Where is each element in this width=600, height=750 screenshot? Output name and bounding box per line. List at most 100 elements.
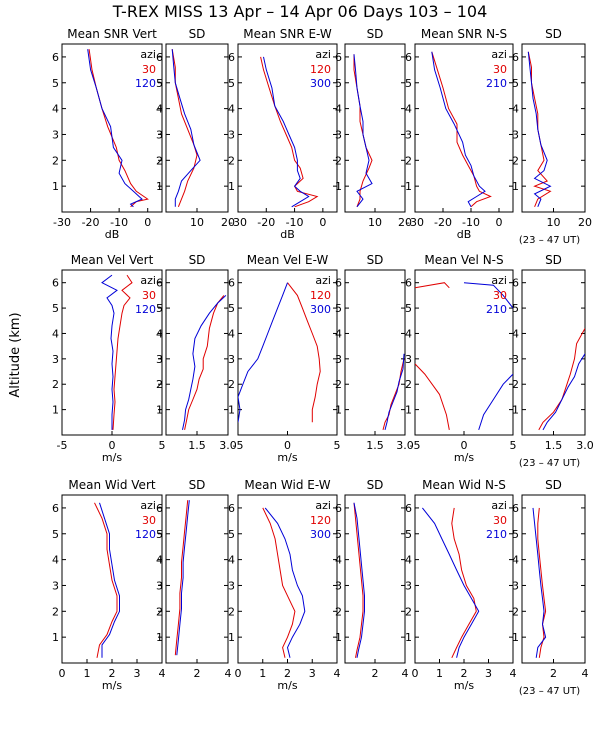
x-tick-label: -5 xyxy=(233,439,244,452)
series-line-210-blue xyxy=(422,507,480,658)
y-tick-label: 3 xyxy=(512,579,519,592)
x-tick-label: 5 xyxy=(510,439,517,452)
series-line-120-red xyxy=(287,282,321,423)
series-line-120-blue xyxy=(176,500,190,656)
y-tick-label: 2 xyxy=(228,154,235,167)
y-tick-label: 2 xyxy=(52,605,59,618)
ut-note: (23 – 47 UT) xyxy=(519,686,580,697)
series-line-30-red xyxy=(112,274,133,430)
y-tick-label: 2 xyxy=(228,378,235,391)
panel-title: SD xyxy=(545,253,562,267)
x-tick-label: 0 xyxy=(59,667,66,680)
x-tick-label: 0 xyxy=(144,216,151,229)
x-tick-label: 4 xyxy=(225,667,232,680)
legend-entry-blue: 120 xyxy=(135,528,156,541)
legend-title: azi xyxy=(140,274,156,287)
y-tick-label: 1 xyxy=(228,404,235,417)
series-line-300-blue xyxy=(353,54,373,208)
x-tick-label: 0 xyxy=(412,667,419,680)
x-tick-label: 20 xyxy=(221,216,235,229)
y-tick-label: 4 xyxy=(156,554,163,567)
y-tick-label: 4 xyxy=(405,554,412,567)
series-line-120-blue xyxy=(99,502,120,658)
y-tick-label: 2 xyxy=(52,154,59,167)
y-tick-label: 3 xyxy=(228,128,235,141)
y-tick-label: 3 xyxy=(52,353,59,366)
y-tick-label: 2 xyxy=(405,154,412,167)
legend-entry-blue: 300 xyxy=(310,77,331,90)
x-tick-label: 20 xyxy=(578,216,592,229)
y-tick-label: 5 xyxy=(512,302,519,315)
panel-vel-vert-sd: SD 1 2 3 4 5 6 1.5 3.0 xyxy=(156,253,237,452)
panel-frame xyxy=(344,269,406,436)
legend-entry-blue: 210 xyxy=(486,528,507,541)
series-line-30-red xyxy=(184,295,225,431)
x-tick-label: -5 xyxy=(410,439,421,452)
series-line-210-blue xyxy=(542,353,585,431)
y-tick-label: 3 xyxy=(156,353,163,366)
y-tick-label: 4 xyxy=(335,327,342,340)
panel-frame xyxy=(61,43,163,213)
y-tick-label: 4 xyxy=(228,327,235,340)
panel-vel-ew-sd: SD 1 2 3 4 5 6 1.5 3.0 xyxy=(335,253,414,452)
y-tick-label: 3 xyxy=(335,128,342,141)
y-tick-label: 4 xyxy=(405,103,412,116)
altitude-axis-label: Altitude (km) xyxy=(8,312,23,397)
x-axis-label: m/s xyxy=(454,451,474,464)
y-tick-label: 1 xyxy=(512,631,519,644)
y-tick-label: 2 xyxy=(335,605,342,618)
panel-title: SD xyxy=(189,27,206,41)
x-tick-label: 1.5 xyxy=(188,439,206,452)
x-tick-label: 1 xyxy=(259,667,266,680)
series-line-210-blue xyxy=(478,373,513,431)
x-tick-label: 2 xyxy=(109,667,116,680)
panel-vel-ns-sd: SD 1 2 3 4 5 6 1.5 3.0 (23 – 47 UT) xyxy=(512,253,594,469)
series-line-30-red xyxy=(537,507,547,658)
y-tick-label: 6 xyxy=(156,502,163,515)
panel-frame xyxy=(165,269,229,436)
legend-title: azi xyxy=(315,48,331,61)
x-tick-label: -10 xyxy=(110,216,128,229)
x-tick-label: 3 xyxy=(485,667,492,680)
y-tick-label: 5 xyxy=(156,302,163,315)
x-tick-label: -20 xyxy=(257,216,275,229)
y-tick-label: 6 xyxy=(335,51,342,64)
y-tick-label: 6 xyxy=(405,502,412,515)
panel-title: SD xyxy=(545,27,562,41)
x-axis-label: dB xyxy=(457,228,472,241)
y-tick-label: 4 xyxy=(512,327,519,340)
panel-frame xyxy=(165,494,229,664)
x-tick-label: 3.0 xyxy=(576,439,594,452)
x-tick-label: -30 xyxy=(229,216,247,229)
y-tick-label: 3 xyxy=(335,353,342,366)
y-tick-label: 5 xyxy=(405,528,412,541)
panel-title: Mean SNR Vert xyxy=(67,27,157,41)
x-tick-label: 0 xyxy=(235,667,242,680)
legend-entry-red: 30 xyxy=(142,63,156,76)
y-tick-label: 3 xyxy=(512,128,519,141)
y-tick-label: 4 xyxy=(335,554,342,567)
series-line-30-red xyxy=(527,51,552,207)
y-tick-label: 6 xyxy=(228,51,235,64)
y-tick-label: 1 xyxy=(228,180,235,193)
legend-entry-blue: 120 xyxy=(135,77,156,90)
y-tick-label: 3 xyxy=(52,579,59,592)
series-line-300-blue xyxy=(238,282,288,423)
x-tick-label: 3 xyxy=(134,667,141,680)
y-tick-label: 5 xyxy=(335,528,342,541)
x-tick-label: 1 xyxy=(436,667,443,680)
series-line-300-blue xyxy=(353,502,365,658)
x-axis-label: m/s xyxy=(102,679,122,692)
series-line-120-red xyxy=(260,56,319,208)
y-tick-label: 5 xyxy=(156,77,163,90)
x-tick-label: 20 xyxy=(398,216,412,229)
panel-title: Mean Vel N-S xyxy=(424,253,503,267)
y-tick-label: 4 xyxy=(228,103,235,116)
panel-title: SD xyxy=(189,253,206,267)
panel-frame xyxy=(237,43,338,213)
y-tick-label: 3 xyxy=(512,353,519,366)
y-tick-label: 1 xyxy=(228,631,235,644)
x-tick-label: -10 xyxy=(286,216,304,229)
